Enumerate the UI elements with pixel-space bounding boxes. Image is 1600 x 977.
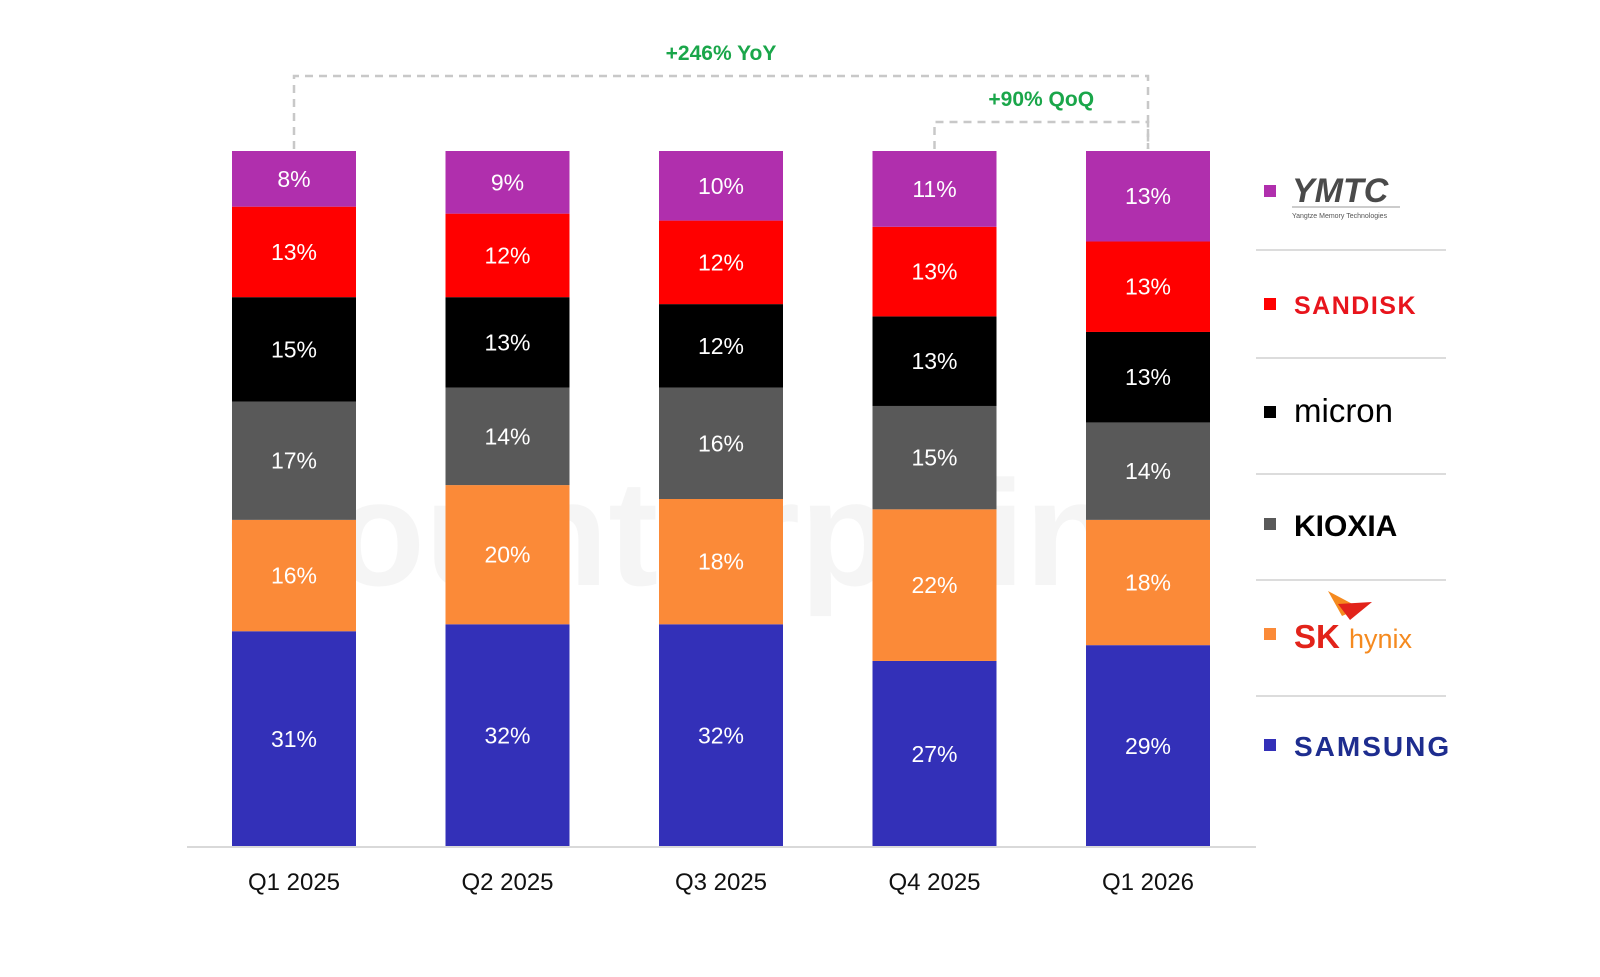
- legend: YMTC Yangtze Memory Technologies SANDISK mi…: [1256, 172, 1451, 762]
- legend-logo-micron: micron: [1294, 392, 1393, 429]
- x-tick-q4-2025: Q4 2025: [888, 869, 980, 896]
- data-label-sandisk-q2-2025: 12%: [484, 242, 530, 268]
- bar-segment-ymtc-q2-2025: [445, 151, 570, 214]
- bar-segment-samsung-q1-2026: [1086, 645, 1210, 847]
- sk-butterfly-wing2-icon: [1338, 602, 1372, 620]
- data-label-sandisk-q1-2026: 13%: [1125, 274, 1171, 300]
- bar-segment-sk-hynix-q4-2025: [872, 509, 997, 661]
- data-label-micron-q1-2026: 13%: [1125, 364, 1171, 390]
- data-label-micron-q2-2025: 13%: [484, 329, 530, 355]
- bar-segment-micron-q1-2026: [1086, 331, 1210, 423]
- legend-logo-skhynix: SK hynix: [1294, 618, 1413, 655]
- annotation-bracket-2: [933, 120, 1150, 149]
- bar-segment-kioxia-q1-2026: [1086, 422, 1210, 520]
- x-tick-q1-2026: Q1 2026: [1102, 869, 1194, 896]
- data-label-sk-hynix-q1-2026: 18%: [1125, 570, 1171, 596]
- bar-segment-sandisk-q2-2025: [445, 213, 570, 298]
- bar-segment-ymtc-q4-2025: [872, 151, 997, 227]
- annotation-label-1: +246% YoY: [666, 42, 777, 65]
- data-label-ymtc-q4-2025: 11%: [912, 176, 956, 202]
- legend-logo-kioxia: KIOXIA: [1294, 510, 1397, 543]
- data-label-sandisk-q4-2025: 13%: [911, 259, 957, 285]
- bars-layer: [232, 151, 1210, 847]
- legend-swatch-ymtc: [1264, 185, 1276, 197]
- bar-segment-sk-hynix-q3-2025: [659, 499, 783, 625]
- legend-swatch-sandisk: [1264, 298, 1276, 310]
- x-tick-q1-2025: Q1 2025: [248, 869, 340, 896]
- data-label-kioxia-q1-2026: 14%: [1125, 458, 1171, 484]
- annotation-label-2: +90% QoQ: [988, 88, 1094, 111]
- data-label-sk-hynix-q2-2025: 20%: [484, 542, 530, 568]
- data-label-ymtc-q3-2025: 10%: [698, 173, 744, 199]
- bar-segment-samsung-q2-2025: [445, 624, 570, 847]
- bar-segment-sandisk-q1-2025: [232, 206, 356, 298]
- annotation-bracket-1: [292, 74, 1150, 149]
- bar-segment-micron-q4-2025: [872, 316, 997, 406]
- data-label-kioxia-q4-2025: 15%: [911, 445, 957, 471]
- bar-segment-sandisk-q4-2025: [872, 226, 997, 317]
- bar-segment-sandisk-q3-2025: [659, 220, 783, 305]
- bar-segment-ymtc-q1-2025: [232, 151, 356, 207]
- bar-segment-samsung-q4-2025: [872, 660, 997, 847]
- x-tick-q2-2025: Q2 2025: [461, 869, 553, 896]
- legend-item-ymtc: YMTC Yangtze Memory Technologies: [1264, 172, 1400, 220]
- x-tick-q3-2025: Q3 2025: [675, 869, 767, 896]
- bar-segment-sk-hynix-q2-2025: [445, 485, 570, 625]
- data-label-kioxia-q3-2025: 16%: [698, 430, 744, 456]
- legend-swatch-samsung: [1264, 739, 1276, 751]
- legend-item-sandisk: SANDISK: [1264, 292, 1417, 320]
- bar-segment-samsung-q3-2025: [659, 624, 783, 847]
- data-label-micron-q3-2025: 12%: [698, 333, 744, 359]
- legend-swatch-kioxia: [1264, 518, 1276, 530]
- bar-segment-ymtc-q1-2026: [1086, 151, 1210, 242]
- data-label-kioxia-q2-2025: 14%: [484, 423, 530, 449]
- bar-segment-kioxia-q1-2025: [232, 401, 356, 520]
- data-label-ymtc-q1-2026: 13%: [1125, 183, 1171, 209]
- data-label-sk-hynix-q1-2025: 16%: [271, 563, 317, 589]
- data-label-sk-hynix-q4-2025: 22%: [911, 572, 957, 598]
- bar-segment-sk-hynix-q1-2026: [1086, 519, 1210, 646]
- bar-segment-kioxia-q4-2025: [872, 405, 997, 510]
- legend-item-micron: micron: [1264, 392, 1393, 429]
- bar-segment-micron-q1-2025: [232, 297, 356, 402]
- data-label-samsung-q3-2025: 32%: [698, 723, 744, 749]
- data-label-ymtc-q1-2025: 8%: [277, 166, 310, 192]
- data-label-samsung-q4-2025: 27%: [911, 741, 957, 767]
- bar-segment-micron-q3-2025: [659, 304, 783, 388]
- data-label-samsung-q1-2026: 29%: [1125, 733, 1171, 759]
- data-label-sandisk-q1-2025: 13%: [271, 239, 317, 265]
- legend-logo-samsung: SAMSUNG: [1294, 731, 1451, 762]
- bar-segment-sandisk-q1-2026: [1086, 241, 1210, 332]
- data-label-sandisk-q3-2025: 12%: [698, 249, 744, 275]
- x-tick-labels: Q1 2025 Q2 2025 Q3 2025 Q4 2025 Q1 2026: [248, 869, 1194, 896]
- data-label-micron-q1-2025: 15%: [271, 336, 317, 362]
- data-label-sk-hynix-q3-2025: 18%: [698, 549, 744, 575]
- legend-logo-ymtc: YMTC: [1292, 172, 1389, 210]
- data-label-samsung-q2-2025: 32%: [484, 723, 530, 749]
- legend-logo-sandisk: SANDISK: [1294, 292, 1417, 320]
- bar-segment-ymtc-q3-2025: [659, 151, 783, 221]
- bar-segment-sk-hynix-q1-2025: [232, 519, 356, 632]
- growth-annotations: +246% YoY +90% QoQ: [292, 42, 1150, 149]
- data-label-ymtc-q2-2025: 9%: [491, 169, 524, 195]
- bar-segment-micron-q2-2025: [445, 297, 570, 388]
- bar-segment-kioxia-q2-2025: [445, 387, 570, 486]
- legend-item-kioxia: KIOXIA: [1264, 510, 1397, 543]
- data-label-micron-q4-2025: 13%: [911, 348, 957, 374]
- legend-swatch-micron: [1264, 406, 1276, 418]
- segment-labels-layer: 31% 16% 17% 15% 13% 8% 32% 20% 14% 13% 12% 9% 32% 18%…: [271, 166, 1171, 767]
- bar-segment-samsung-q1-2025: [232, 631, 356, 847]
- bar-segment-kioxia-q3-2025: [659, 387, 783, 499]
- data-label-kioxia-q1-2025: 17%: [271, 448, 317, 474]
- legend-swatch-sk-hynix: [1264, 628, 1276, 640]
- data-label-samsung-q1-2025: 31%: [271, 726, 317, 752]
- legend-ymtc-subtitle: Yangtze Memory Technologies: [1292, 213, 1388, 220]
- legend-item-samsung: SAMSUNG: [1264, 731, 1451, 762]
- legend-item-sk-hynix: SK hynix: [1264, 591, 1413, 655]
